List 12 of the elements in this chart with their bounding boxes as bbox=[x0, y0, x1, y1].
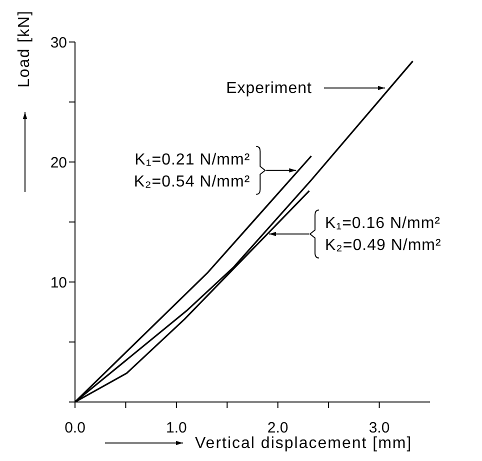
y-axis-title: Load [kN] bbox=[16, 10, 33, 88]
annotation: K₁=0.21 N/mm² K₂=0.54 N/mm² bbox=[134, 151, 250, 190]
annotation: Experiment bbox=[226, 80, 312, 97]
x-tick-label: 1.0 bbox=[166, 420, 187, 437]
x-tick-label: 3.0 bbox=[368, 420, 390, 437]
y-tick-label: 10 bbox=[50, 274, 67, 292]
y-tick-label: 30 bbox=[50, 34, 67, 52]
x-tick-label: 0.0 bbox=[64, 420, 86, 437]
annotation: K₁=0.16 N/mm² K₂=0.49 N/mm² bbox=[325, 215, 442, 254]
y-tick-label: 20 bbox=[50, 154, 67, 172]
x-axis-title: Vertical displacement [mm] bbox=[195, 435, 412, 452]
x-tick-label: 2.0 bbox=[267, 420, 288, 437]
